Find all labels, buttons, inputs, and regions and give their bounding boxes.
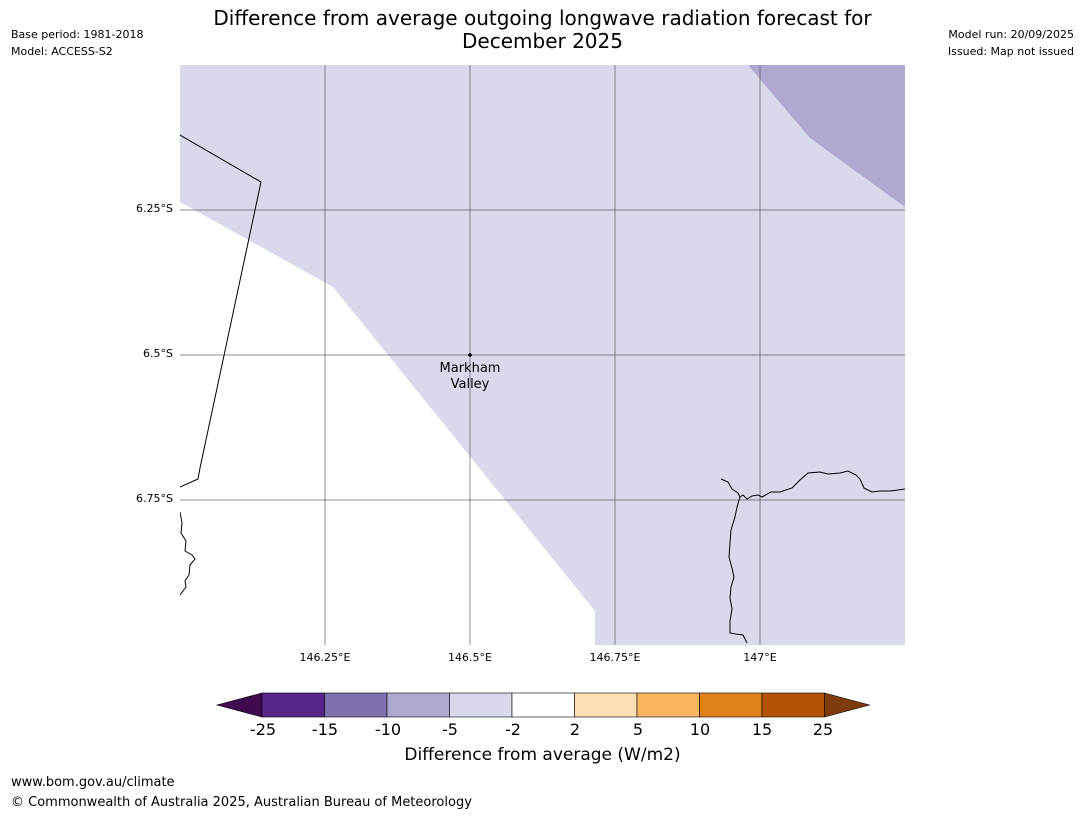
map-title: Difference from average outgoing longwav… [180, 7, 905, 53]
color-legend [215, 692, 871, 718]
legend-swatch-1 [261, 692, 325, 718]
issued-status: Issued: Map not issued [947, 45, 1074, 58]
place-label-line-2: Valley [451, 377, 490, 392]
legend-swatch-5 [511, 692, 575, 718]
legend-swatch-9 [761, 692, 825, 718]
legend-extend-low [215, 692, 263, 718]
legend-tick-9: 15 [751, 720, 773, 739]
coastline-west [180, 511, 196, 596]
legend-tick-8: 10 [689, 720, 711, 739]
footer-copyright: © Commonwealth of Australia 2025, Austra… [11, 795, 472, 810]
lat-label-6-5: 6.5°S [143, 347, 173, 360]
legend-swatch-3 [386, 692, 450, 718]
legend-tick-3: -10 [374, 720, 402, 739]
legend-swatch-4 [449, 692, 513, 718]
legend-title: Difference from average (W/m2) [404, 745, 681, 765]
legend-swatch-6 [574, 692, 638, 718]
model-name: Model: ACCESS-S2 [11, 45, 113, 58]
footer-url[interactable]: www.bom.gov.au/climate [11, 775, 175, 790]
lon-label-146-75: 146.75°E [589, 651, 641, 664]
legend-swatch-7 [636, 692, 700, 718]
anomaly-region-minus10-minus5 [748, 65, 905, 207]
map-panel[interactable]: Markham Valley [180, 65, 905, 645]
legend-swatches [215, 692, 871, 718]
legend-tick-4: -5 [442, 720, 458, 739]
meta-right: Model run: 20/09/2025 Issued: Map not is… [948, 26, 1074, 60]
coastlines [180, 134, 905, 644]
border-line [180, 134, 262, 488]
legend-tick-7: 5 [632, 720, 644, 739]
legend-tick-1: -25 [249, 720, 277, 739]
title-line-1: Difference from average outgoing longwav… [213, 6, 872, 30]
legend-tick-5: -2 [505, 720, 521, 739]
location-marker[interactable] [468, 353, 472, 357]
coastline-east [720, 470, 905, 500]
lat-label-6-75: 6.75°S [136, 492, 173, 505]
legend-tick-2: -15 [311, 720, 339, 739]
meta-left: Base period: 1981-2018 Model: ACCESS-S2 [11, 26, 143, 60]
model-run: Model run: 20/09/2025 [948, 28, 1074, 41]
legend-swatch-8 [699, 692, 763, 718]
river-line [728, 496, 748, 644]
legend-extend-high [824, 692, 871, 718]
legend-tick-10: 25 [812, 720, 834, 739]
lat-label-6-25: 6.25°S [136, 202, 173, 215]
lon-label-146-5: 146.5°E [448, 651, 492, 664]
title-line-2: December 2025 [462, 29, 623, 53]
legend-tick-6: 2 [569, 720, 581, 739]
legend-swatch-2 [324, 692, 388, 718]
lon-label-146-25: 146.25°E [299, 651, 351, 664]
lon-label-147: 147°E [743, 651, 777, 664]
base-period: Base period: 1981-2018 [11, 28, 144, 41]
place-label-line-1: Markham [440, 361, 501, 376]
